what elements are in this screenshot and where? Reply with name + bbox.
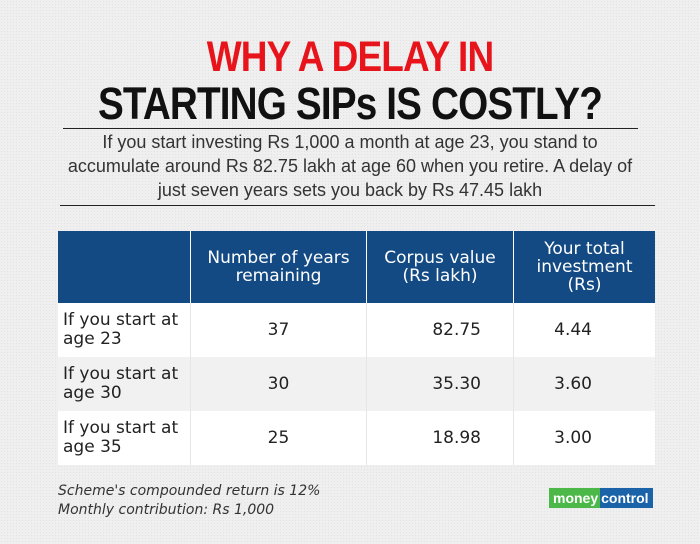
logo-part-control: control <box>600 488 653 508</box>
divider-bottom <box>60 205 655 206</box>
cell-years: 30 <box>190 357 367 411</box>
row-label: If you start at age 30 <box>58 357 191 411</box>
row-label: If you start at age 23 <box>58 303 191 357</box>
cell-investment: 4.44 <box>513 303 655 357</box>
note-contribution: Monthly contribution: Rs 1,000 <box>58 502 275 518</box>
cell-investment: 3.60 <box>513 357 655 411</box>
moneycontrol-logo: money control <box>549 488 653 508</box>
sip-table: Number of years remaining Corpus value (… <box>58 231 655 465</box>
cell-years: 25 <box>190 411 367 465</box>
table-row: If you start at age 35 25 18.98 3.00 <box>58 411 655 465</box>
footnotes: Scheme's compounded return is 12% Monthl… <box>58 482 320 520</box>
row-label: If you start at age 35 <box>58 411 191 465</box>
logo-part-money: money <box>549 488 601 508</box>
cell-years: 37 <box>190 303 367 357</box>
cell-corpus: 18.98 <box>366 411 514 465</box>
note-return: Scheme's compounded return is 12% <box>58 483 321 499</box>
header-investment: Your total investment (Rs) <box>513 231 655 303</box>
header-empty <box>58 231 191 303</box>
title-line-1: WHY A DELAY IN <box>206 33 494 81</box>
table-row: If you start at age 30 30 35.30 3.60 <box>58 357 655 411</box>
cell-corpus: 82.75 <box>366 303 514 357</box>
table-row: If you start at age 23 37 82.75 4.44 <box>58 303 655 357</box>
title-line-2: STARTING SIPs IS COSTLY? <box>97 78 603 129</box>
table-header-row: Number of years remaining Corpus value (… <box>58 231 655 303</box>
cell-investment: 3.00 <box>513 411 655 465</box>
cell-corpus: 35.30 <box>366 357 514 411</box>
divider-top <box>63 128 638 129</box>
header-years: Number of years remaining <box>190 231 367 303</box>
subtitle: If you start investing Rs 1,000 a month … <box>67 132 633 200</box>
header-corpus: Corpus value (Rs lakh) <box>366 231 514 303</box>
